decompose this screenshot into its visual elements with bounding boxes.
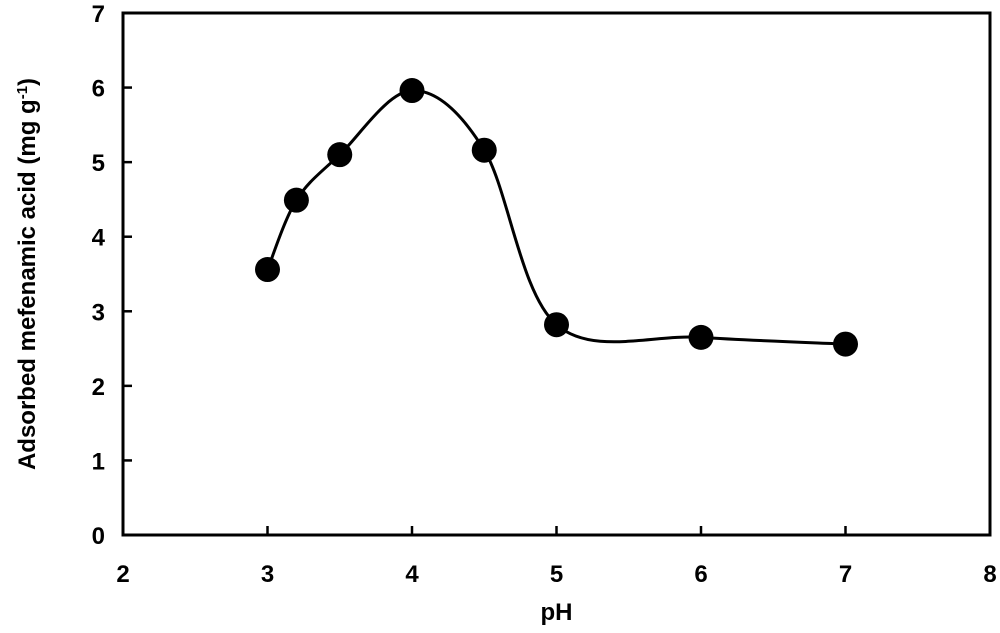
y-tick-label: 6 [92, 76, 105, 103]
y-axis-title-main: Adsorbed mefenamic acid (mg g [14, 99, 41, 470]
y-tick-label: 0 [92, 523, 105, 550]
data-point [255, 257, 280, 283]
y-tick-label: 7 [92, 1, 105, 28]
y-tick-label: 5 [92, 150, 105, 177]
data-point [327, 142, 353, 168]
y-tick-label: 3 [92, 299, 105, 326]
data-point [688, 324, 714, 350]
y-axis-title: Adsorbed mefenamic acid (mg g-1) [14, 78, 42, 470]
y-axis-title-sup: -1 [14, 86, 31, 99]
x-tick-label: 6 [694, 561, 707, 588]
x-tick-label: 8 [983, 561, 996, 588]
data-point [833, 331, 858, 357]
series-layer [255, 78, 858, 357]
y-axis-title-close: ) [14, 78, 41, 86]
data-point [283, 187, 309, 213]
x-tick-label: 7 [839, 561, 852, 588]
y-tick-label: 1 [92, 448, 105, 475]
x-tick-label: 2 [116, 561, 129, 588]
y-tick-label: 2 [92, 374, 105, 401]
x-tick-label: 4 [405, 561, 419, 588]
x-tick-label: 3 [261, 561, 274, 588]
x-axis-title: pH [541, 599, 573, 626]
x-tick-label: 5 [550, 561, 563, 588]
series-line [266, 89, 846, 346]
data-point [471, 137, 497, 163]
data-point [544, 312, 569, 338]
y-tick-label: 4 [92, 225, 106, 252]
ticks-layer: 2 3 4 5 6 7 8 0 1 2 3 4 5 6 7 [92, 1, 997, 588]
data-point [399, 78, 425, 104]
plot-frame [121, 11, 992, 537]
